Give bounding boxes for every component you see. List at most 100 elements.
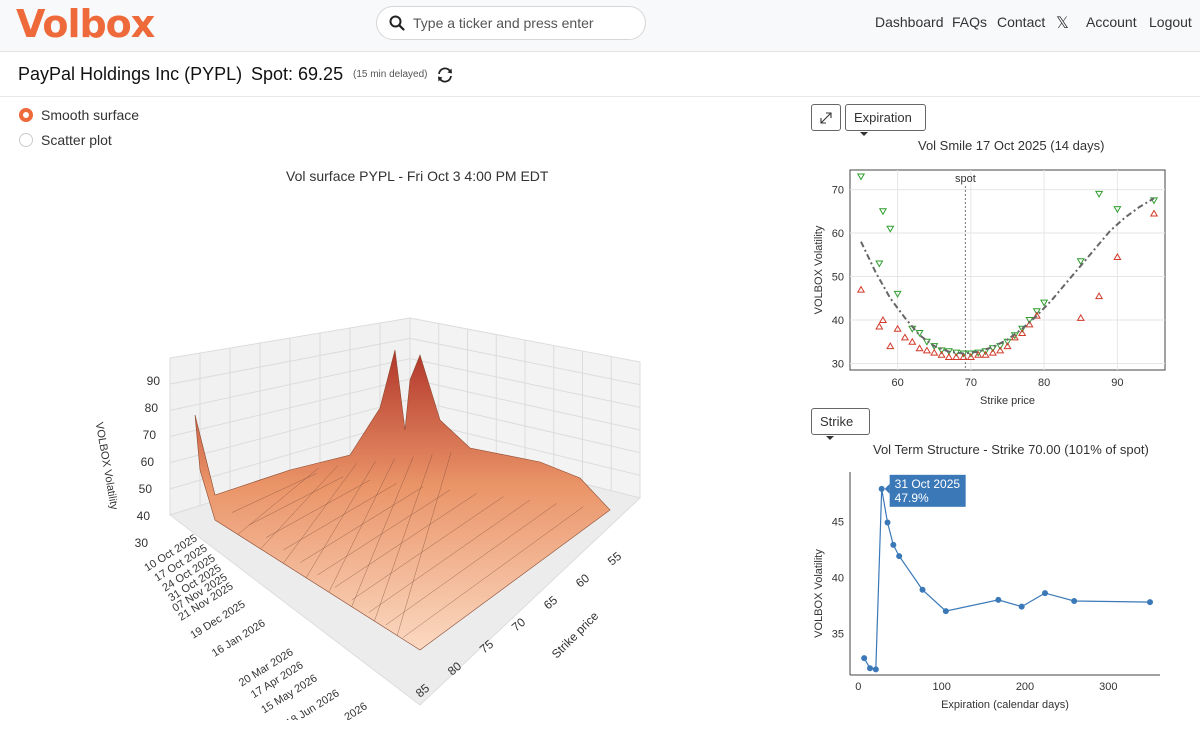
strike-dropdown-label: Strike — [820, 414, 854, 429]
term-line — [863, 488, 1151, 671]
smile-ask-point — [900, 333, 910, 341]
spot-marker-label: spot — [955, 173, 976, 185]
smile-x-tick: 90 — [1111, 377, 1123, 389]
surface-y-tick: 2026 — [342, 700, 369, 720]
wall-gridline — [169, 398, 411, 464]
smile-ask-point — [981, 350, 990, 358]
radio-smooth[interactable] — [19, 108, 33, 122]
mesh-line — [328, 458, 395, 593]
smile-ask-point — [952, 352, 961, 360]
expiration-dropdown-label: Expiration — [854, 110, 912, 125]
smile-x-tick: 60 — [891, 377, 903, 389]
term-x-axis-label: Expiration (calendar days) — [941, 699, 1069, 711]
term-point — [861, 655, 868, 662]
term-chart-title: Vol Term Structure - Strike 70.00 (101% … — [873, 442, 1149, 457]
tooltip-box — [889, 474, 966, 507]
smile-y-tick: 70 — [832, 185, 844, 197]
wall-gridline — [409, 358, 641, 408]
smile-bid-point — [1025, 317, 1034, 324]
volbox-logo[interactable]: Volbox — [16, 2, 155, 46]
smile-ask-point — [1095, 292, 1104, 300]
term-point — [884, 519, 891, 526]
surface-mesh-lines — [231, 452, 584, 638]
smile-ask-point — [893, 324, 902, 332]
radio-scatter[interactable] — [19, 133, 33, 147]
mesh-line — [249, 476, 344, 526]
smile-ask-point — [1018, 329, 1027, 337]
smile-ask-point — [908, 337, 917, 345]
smile-ask-point — [856, 285, 866, 293]
x-icon[interactable]: 𝕏 — [1056, 15, 1069, 32]
nav-faqs[interactable]: FAQs — [952, 14, 988, 30]
term-point — [1018, 603, 1025, 610]
mesh-line — [402, 506, 584, 638]
ticker-search[interactable] — [376, 6, 646, 40]
surface-z-tick: 40 — [137, 509, 151, 523]
strike-dropdown[interactable]: Strike — [811, 408, 870, 440]
smile-bid-point — [1149, 197, 1159, 205]
scatter-plot-label: Scatter plot — [41, 132, 112, 148]
smile-fit-line — [860, 197, 1155, 355]
nav-dashboard[interactable]: Dashboard — [875, 14, 944, 30]
surface-z-tick: 30 — [135, 536, 149, 550]
term-y-tick: 40 — [832, 572, 844, 584]
smile-y-tick: 60 — [832, 228, 844, 240]
surface-title: Vol surface PYPL - Fri Oct 3 4:00 PM EDT — [286, 168, 549, 184]
smile-chart-title: Vol Smile 17 Oct 2025 (14 days) — [918, 138, 1105, 153]
expiration-dropdown[interactable]: Expiration — [845, 104, 926, 136]
term-point — [919, 586, 926, 593]
chevron-down-icon — [826, 435, 834, 440]
smooth-surface-option[interactable]: Smooth surface — [19, 107, 139, 123]
mesh-line — [368, 499, 531, 613]
term-x-tick: 0 — [855, 681, 861, 693]
nav-logout[interactable]: Logout — [1149, 14, 1192, 30]
mesh-line — [283, 463, 357, 564]
term-point — [1071, 597, 1078, 604]
refresh-icon[interactable] — [436, 66, 454, 84]
term-x-tick: 100 — [932, 681, 950, 693]
smile-y-tick: 30 — [832, 358, 844, 370]
term-y-tick: 45 — [832, 516, 844, 528]
delay-note: (15 min delayed) — [353, 69, 428, 80]
surface-x-tick: 55 — [605, 549, 624, 569]
navbar: Volbox Dashboard FAQs Contact 𝕏 Account … — [0, 0, 1200, 52]
smile-bid-point — [886, 225, 895, 233]
vol-smile-chart[interactable]: 60 70 80 90 30 40 50 60 70 spot Strike price VOLBOX… — [810, 160, 1190, 410]
smile-ask-point — [915, 344, 924, 352]
term-point — [890, 541, 897, 548]
mesh-line — [305, 460, 376, 578]
term-x-tick: 200 — [1016, 681, 1034, 693]
smile-bid-point — [893, 290, 902, 298]
smile-x-axis-label: Strike price — [980, 395, 1035, 407]
term-point — [872, 666, 879, 673]
nav-account[interactable]: Account — [1086, 14, 1137, 30]
smile-ask-point — [1010, 333, 1019, 341]
term-x-tick: 300 — [1099, 681, 1117, 693]
search-input[interactable] — [413, 11, 639, 35]
term-point — [896, 553, 903, 560]
mesh-line — [237, 467, 320, 535]
expand-button[interactable] — [811, 104, 841, 131]
smile-y-tick: 40 — [832, 315, 844, 327]
nav-contact[interactable]: Contact — [997, 14, 1046, 30]
smile-ask-point — [878, 316, 888, 323]
smile-ask-point — [1149, 209, 1159, 217]
mesh-line — [385, 503, 557, 626]
smile-ask-point — [1032, 311, 1041, 319]
smile-ask-point — [1076, 313, 1085, 321]
surface-z-tick: 60 — [141, 455, 155, 469]
smile-ask-point — [988, 348, 997, 356]
wall-gridline — [409, 337, 641, 386]
term-point — [878, 485, 885, 492]
smile-ask-point — [1025, 320, 1034, 328]
smile-ask-point — [944, 352, 953, 360]
smooth-surface-label: Smooth surface — [41, 107, 140, 123]
smile-bid-point — [966, 350, 975, 358]
smile-ask-point — [966, 352, 975, 360]
wall-gridline — [169, 378, 411, 437]
scatter-plot-option[interactable]: Scatter plot — [19, 132, 112, 148]
mesh-line — [260, 465, 338, 550]
tooltip-value: 47.9% — [895, 491, 929, 505]
